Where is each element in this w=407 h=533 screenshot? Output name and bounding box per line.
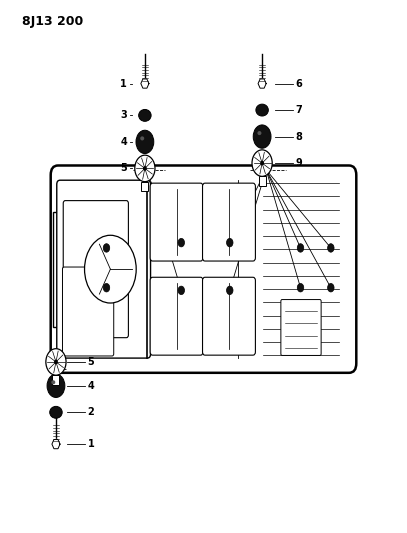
Circle shape [261,161,263,165]
Ellipse shape [136,130,154,154]
Circle shape [297,244,304,252]
FancyBboxPatch shape [203,277,256,355]
Circle shape [227,238,233,247]
Ellipse shape [140,136,144,140]
Polygon shape [52,440,60,449]
Circle shape [178,238,184,247]
FancyBboxPatch shape [141,182,149,191]
Ellipse shape [258,131,261,135]
Circle shape [103,284,110,292]
Ellipse shape [139,109,151,122]
Text: 1: 1 [120,78,127,88]
Text: 2: 2 [88,407,94,417]
FancyBboxPatch shape [53,212,63,327]
FancyBboxPatch shape [258,176,266,186]
Text: 8: 8 [295,132,302,142]
Ellipse shape [51,380,55,384]
Text: 3: 3 [120,110,127,120]
FancyBboxPatch shape [150,277,203,355]
Circle shape [328,284,334,292]
Polygon shape [258,79,266,88]
Circle shape [55,360,57,364]
Circle shape [297,284,304,292]
Circle shape [178,286,184,295]
FancyBboxPatch shape [63,200,128,338]
Circle shape [46,349,66,375]
FancyBboxPatch shape [203,183,256,261]
FancyBboxPatch shape [63,267,114,356]
Text: 4: 4 [88,381,94,391]
Text: 4: 4 [120,137,127,147]
Polygon shape [141,79,149,88]
FancyBboxPatch shape [281,300,321,356]
Ellipse shape [50,406,62,418]
FancyBboxPatch shape [57,180,151,358]
Ellipse shape [47,374,65,398]
Circle shape [144,167,146,170]
Text: 5: 5 [120,164,127,173]
FancyBboxPatch shape [51,165,356,373]
Text: 6: 6 [295,78,302,88]
Circle shape [328,244,334,252]
Ellipse shape [256,104,268,116]
FancyBboxPatch shape [150,183,203,261]
Ellipse shape [253,125,271,148]
Text: 8J13 200: 8J13 200 [22,14,83,28]
Text: 9: 9 [295,158,302,168]
Circle shape [227,286,233,295]
Circle shape [135,155,155,182]
Circle shape [252,150,272,176]
Circle shape [85,235,136,303]
FancyBboxPatch shape [53,375,59,385]
Text: 5: 5 [88,357,94,367]
Text: 7: 7 [295,105,302,115]
Text: 1: 1 [88,439,94,449]
Circle shape [103,244,110,252]
